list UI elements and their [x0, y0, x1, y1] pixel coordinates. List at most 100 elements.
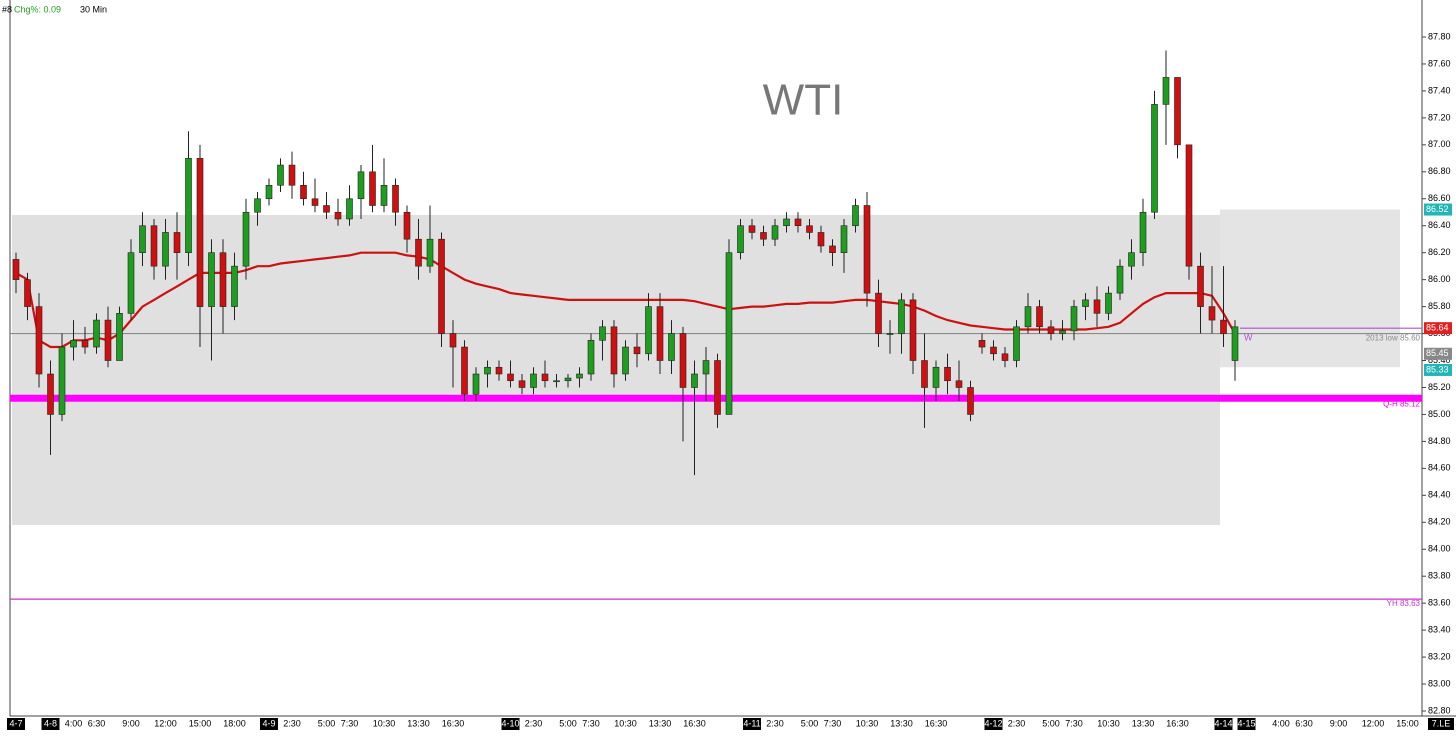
x-tick-label: 4-9 — [262, 718, 275, 728]
x-tick-label: 4:00 — [1272, 718, 1290, 728]
corner-box — [1428, 718, 1454, 730]
candle-body — [1105, 292, 1112, 314]
candle-body — [300, 184, 307, 200]
candle-body — [1162, 77, 1170, 105]
y-tick-label: 84.40 — [1428, 490, 1451, 500]
y-tick-label: 84.00 — [1428, 544, 1451, 554]
candle-body — [725, 252, 733, 415]
candle-body — [357, 171, 365, 200]
candle-body — [817, 232, 825, 247]
candle-body — [599, 326, 606, 341]
candle-body — [1013, 326, 1020, 361]
candle-body — [173, 232, 181, 253]
x-tick-label: 5:00 — [559, 718, 577, 728]
x-tick-label: 4-14 — [1214, 718, 1232, 728]
candle-body — [116, 313, 123, 361]
x-tick-label: 6:30 — [88, 718, 106, 728]
candle-body — [196, 158, 204, 307]
x-tick-label: 10:30 — [614, 718, 637, 728]
x-tick-label: 13:30 — [890, 718, 913, 728]
candle-body — [288, 164, 296, 186]
date-box — [743, 718, 761, 730]
candle-body — [1001, 353, 1009, 361]
y-tick-label: 86.60 — [1428, 193, 1451, 203]
candle-body — [380, 184, 388, 206]
candle-body — [564, 377, 572, 382]
candle-body — [633, 346, 641, 355]
candle-body — [24, 279, 31, 307]
candle-body — [426, 238, 434, 267]
candle-body — [1220, 319, 1227, 334]
candle-body — [978, 339, 986, 348]
candle-body — [472, 373, 480, 395]
x-tick-label: 15:00 — [189, 718, 212, 728]
candle-body — [185, 158, 192, 253]
price-tag-label: 85.45 — [1426, 348, 1449, 358]
y-tick-label: 84.60 — [1428, 463, 1451, 473]
y-tick-label: 83.40 — [1428, 624, 1451, 634]
x-tick-label: 7:30 — [1065, 718, 1083, 728]
candle-body — [104, 319, 112, 361]
price-tag-label: 86.52 — [1426, 204, 1449, 214]
candle-body — [622, 346, 629, 375]
y-tick-label: 86.00 — [1428, 274, 1451, 284]
x-tick-label: 10:30 — [1097, 718, 1120, 728]
y-tick-label: 83.80 — [1428, 571, 1451, 581]
candle-body — [81, 339, 89, 348]
y-tick-label: 87.60 — [1428, 58, 1451, 68]
candle-body — [840, 225, 848, 253]
candle-body — [346, 198, 353, 220]
candle-body — [541, 373, 549, 382]
x-tick-label: 10:30 — [373, 718, 396, 728]
y-tick-label: 85.00 — [1428, 409, 1451, 419]
candle-body — [70, 339, 77, 348]
candle-body — [277, 164, 284, 186]
candle-body — [1024, 306, 1032, 328]
candle-body — [760, 232, 767, 240]
y-tick-label: 83.60 — [1428, 598, 1451, 608]
candle-body — [507, 373, 514, 382]
candle-body — [1231, 326, 1239, 361]
candle-body — [530, 373, 537, 388]
reference-label: Q-H 85.12 — [1383, 399, 1420, 408]
candle-body — [748, 225, 756, 233]
x-tick-label: 15:00 — [1396, 718, 1419, 728]
candle-body — [691, 373, 698, 388]
y-tick-label: 82.80 — [1428, 705, 1451, 715]
candle-body — [208, 252, 215, 307]
candle-body — [58, 346, 66, 415]
x-tick-label: 2:30 — [766, 718, 784, 728]
candle-body — [1151, 104, 1158, 213]
x-tick-label: 4-8 — [44, 718, 57, 728]
candle-body — [1139, 211, 1147, 253]
candle-body — [553, 380, 560, 383]
candle-body — [1047, 326, 1055, 334]
candle-body — [231, 265, 238, 307]
candle-body — [587, 339, 595, 375]
x-tick-label: 5:00 — [1042, 718, 1060, 728]
x-tick-label: 12:00 — [1362, 718, 1385, 728]
candle-body — [1174, 77, 1181, 146]
candle-body — [484, 366, 491, 375]
y-tick-label: 84.20 — [1428, 517, 1451, 527]
y-tick-label: 85.40 — [1428, 355, 1451, 365]
y-tick-label: 85.80 — [1428, 301, 1451, 311]
price-tag — [1424, 203, 1452, 216]
symbol: #8 — [2, 4, 12, 14]
x-tick-label: 9:00 — [1330, 718, 1348, 728]
y-tick-label: 87.40 — [1428, 85, 1451, 95]
candle-body — [334, 211, 342, 220]
y-tick-label: 85.20 — [1428, 382, 1451, 392]
corner-label: 7.LE — [1432, 718, 1451, 728]
candle-body — [392, 184, 399, 213]
date-box — [7, 718, 25, 730]
candle-body — [1208, 306, 1216, 321]
candle-body — [127, 252, 135, 314]
date-box — [984, 718, 1003, 730]
candle-body — [369, 171, 376, 206]
price-tag-label: 85.33 — [1426, 364, 1449, 374]
candle-body — [1116, 265, 1124, 294]
x-tick-label: 18:00 — [223, 718, 246, 728]
x-tick-label: 7:30 — [582, 718, 600, 728]
candle-body — [656, 306, 664, 361]
